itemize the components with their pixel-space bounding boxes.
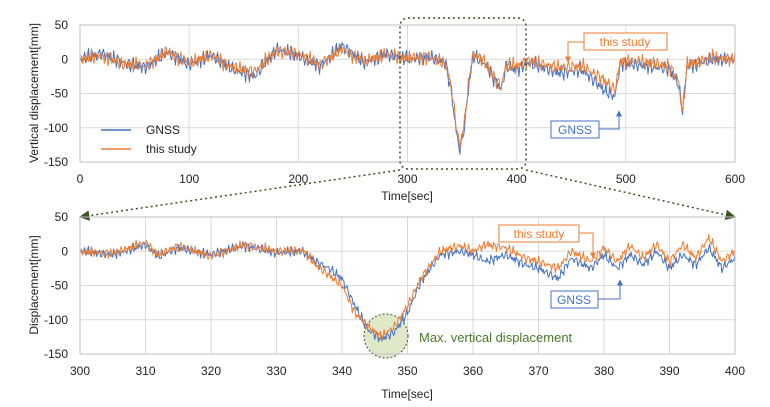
bot-x-tick-label: 370 — [528, 364, 548, 378]
top-x-axis-title: Time[sec] — [381, 189, 433, 203]
bottom-x-tick-labels: 300 310 320 330 340 350 360 370 380 390 400 — [70, 364, 745, 378]
bottom-y-tick-labels: 50 0 -50 -100 -150 — [44, 210, 68, 361]
zoom-region-box — [399, 17, 527, 170]
bottom-series-lines — [79, 233, 736, 343]
bot-x-tick-label: 400 — [725, 364, 745, 378]
top-y-tick-label: -50 — [51, 87, 69, 101]
bottom-chart-panel: 500-50-100-150 300 310 320 330 340 350 360 370 3… — [27, 210, 745, 401]
legend-study-label: this study — [146, 142, 197, 156]
bot-series-this-study-line — [79, 233, 736, 342]
bot-x-tick-label: 320 — [201, 364, 221, 378]
bot-y-tick-label: -50 — [51, 279, 69, 293]
bottom-gnss-callout-leader — [598, 279, 623, 300]
top-y-tick-label: 50 — [55, 18, 69, 32]
top-x-tick-label: 0 — [77, 172, 84, 186]
top-x-tick-label: 600 — [725, 172, 745, 186]
bot-x-tick-label: 350 — [397, 364, 417, 378]
top-legend: GNSS this study — [101, 123, 197, 156]
top-series-this-study-line — [79, 43, 736, 150]
bottom-study-callout-leader — [579, 232, 596, 259]
bot-x-tick-label: 330 — [266, 364, 286, 378]
bot-x-tick-label: 340 — [332, 364, 352, 378]
top-x-tick-label: 200 — [288, 172, 308, 186]
top-study-callout: this study — [565, 32, 668, 63]
bot-x-tick-label: 390 — [659, 364, 679, 378]
top-plot-border — [79, 24, 736, 163]
bottom-y-axis-title: Displacement[mm] — [27, 235, 41, 334]
top-chart-panel: 500-50-100-150 0 100 200 300 400 500 600 Time[… — [27, 17, 746, 203]
max-displacement-label: Max. vertical displacement — [419, 330, 573, 345]
top-gnss-callout: GNSS — [550, 110, 622, 139]
bot-y-tick-label: -100 — [44, 313, 68, 327]
top-x-tick-label: 100 — [179, 172, 199, 186]
top-y-tick-labels: 50 0 -50 -100 -150 — [44, 18, 68, 169]
bot-x-tick-label: 300 — [70, 364, 90, 378]
bottom-gnss-callout-text: GNSS — [557, 293, 591, 307]
bottom-x-axis-title: Time[sec] — [381, 387, 433, 401]
bottom-gnss-callout: GNSS — [550, 279, 623, 309]
top-y-axis-title: Vertical displacement[mm] — [27, 23, 41, 163]
bot-y-tick-label: 0 — [61, 244, 68, 258]
bot-x-tick-label: 310 — [135, 364, 155, 378]
legend-gnss-label: GNSS — [146, 123, 180, 137]
top-x-tick-label: 400 — [507, 172, 527, 186]
top-x-tick-label: 500 — [616, 172, 636, 186]
bot-x-tick-label: 360 — [463, 364, 483, 378]
top-gnss-callout-leader — [599, 110, 622, 130]
top-x-tick-label: 300 — [397, 172, 417, 186]
bottom-study-callout-text: this study — [514, 227, 565, 241]
top-y-tick-label: -100 — [44, 121, 68, 135]
zoom-connector-right — [525, 169, 737, 221]
top-series-gnss-line — [79, 42, 736, 155]
top-y-tick-label: -150 — [44, 155, 68, 169]
top-study-callout-leader — [565, 41, 584, 63]
bottom-plot-border — [79, 216, 736, 355]
bottom-study-callout: this study — [498, 224, 596, 259]
bot-y-tick-label: -150 — [44, 347, 68, 361]
top-y-tick-label: 0 — [61, 52, 68, 66]
bot-y-tick-label: 50 — [55, 210, 69, 224]
bot-series-gnss-line — [79, 241, 736, 343]
top-x-tick-labels: 0 100 200 300 400 500 600 — [77, 172, 746, 186]
zoom-connector-left — [78, 169, 401, 221]
bot-x-tick-label: 380 — [594, 364, 614, 378]
top-study-callout-text: this study — [600, 35, 651, 49]
top-series-lines — [79, 42, 736, 155]
top-gnss-callout-text: GNSS — [558, 123, 592, 137]
